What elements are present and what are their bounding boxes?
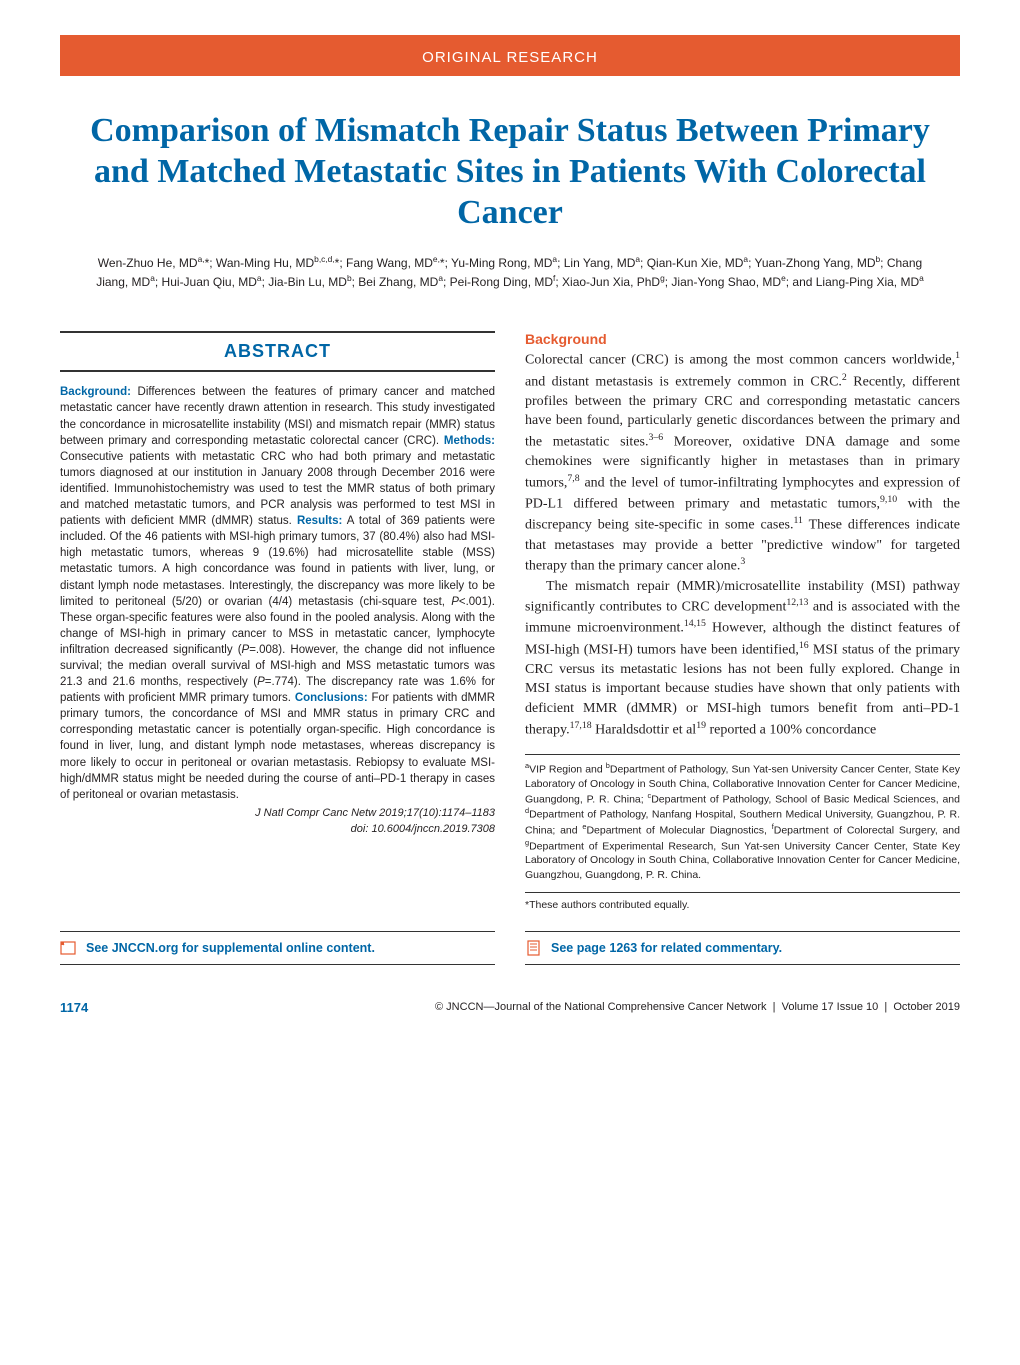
date: October 2019 xyxy=(893,1001,960,1013)
abstract-heading: ABSTRACT xyxy=(60,331,495,372)
page-icon xyxy=(525,940,543,956)
related-commentary-link[interactable]: See page 1263 for related commentary. xyxy=(525,931,960,965)
supplemental-content-link[interactable]: See JNCCN.org for supplemental online co… xyxy=(60,931,495,965)
abstract-body: Background: Differences between the feat… xyxy=(60,384,495,802)
article-category: ORIGINAL RESEARCH xyxy=(422,49,598,66)
left-column: ABSTRACT Background: Differences between… xyxy=(60,331,495,910)
document-icon xyxy=(60,940,78,956)
author-list: Wen-Zhuo He, MDa,*; Wan-Ming Hu, MDb,c,d… xyxy=(90,253,930,291)
background-para-2: The mismatch repair (MMR)/microsatellite… xyxy=(525,577,960,740)
footer-meta: © JNCCN—Journal of the National Comprehe… xyxy=(435,1001,960,1013)
background-text: Colorectal cancer (CRC) is among the mos… xyxy=(525,349,960,740)
page-footer: 1174 © JNCCN—Journal of the National Com… xyxy=(60,1000,960,1015)
footer-links-row: See JNCCN.org for supplemental online co… xyxy=(60,931,960,965)
background-heading: Background xyxy=(525,331,960,347)
article-title: Comparison of Mismatch Repair Status Bet… xyxy=(90,111,930,233)
background-para-1: Colorectal cancer (CRC) is among the mos… xyxy=(525,349,960,576)
equal-contribution-note: *These authors contributed equally. xyxy=(525,892,960,911)
issue: Volume 17 Issue 10 xyxy=(782,1001,879,1013)
article-category-band: ORIGINAL RESEARCH xyxy=(60,35,960,76)
supplemental-link-text: See JNCCN.org for supplemental online co… xyxy=(86,941,375,955)
affiliations: aVIP Region and bDepartment of Pathology… xyxy=(525,754,960,882)
commentary-link-text: See page 1263 for related commentary. xyxy=(551,941,782,955)
two-column-content: ABSTRACT Background: Differences between… xyxy=(60,331,960,910)
doi: doi: 10.6004/jnccn.2019.7308 xyxy=(60,823,495,835)
journal-citation: J Natl Compr Canc Netw 2019;17(10):1174–… xyxy=(60,807,495,819)
page-number: 1174 xyxy=(60,1000,88,1015)
right-column: Background Colorectal cancer (CRC) is am… xyxy=(525,331,960,910)
copyright: © JNCCN—Journal of the National Comprehe… xyxy=(435,1001,767,1013)
